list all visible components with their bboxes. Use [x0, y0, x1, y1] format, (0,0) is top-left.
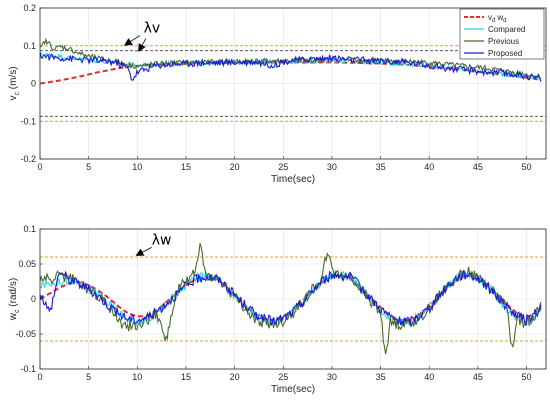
x-tick-label: 40 — [424, 162, 434, 172]
x-tick-label: 30 — [327, 372, 337, 382]
annotation-label: λv — [144, 21, 161, 37]
y-label-unit: (m/s) — [8, 66, 19, 92]
series-line-proposed — [40, 51, 542, 82]
x-tick-label: 15 — [181, 372, 191, 382]
y-tick-label: 0.1 — [23, 41, 36, 51]
y-tick-label: -0.2 — [20, 154, 36, 164]
annotation-label: λw — [152, 232, 172, 248]
x-tick-label: 35 — [376, 162, 386, 172]
x-tick-label: 10 — [132, 162, 142, 172]
y-axis-label: vc (m/s) — [8, 66, 21, 100]
series-group — [40, 37, 542, 85]
y-tick-label: 0.2 — [23, 3, 36, 13]
x-tick-label: 25 — [278, 162, 288, 172]
x-tick-label: 25 — [278, 372, 288, 382]
x-tick-label: 45 — [473, 162, 483, 172]
y-tick-label: 0 — [31, 79, 36, 89]
x-tick-label: 50 — [522, 372, 532, 382]
x-tick-label: 0 — [37, 372, 42, 382]
x-tick-label: 0 — [37, 162, 42, 172]
annotation-arrow — [138, 38, 147, 53]
x-tick-label: 20 — [230, 372, 240, 382]
y-label-subscript: c — [14, 92, 21, 96]
x-tick-label: 20 — [230, 162, 240, 172]
y-label-main: v — [8, 96, 19, 101]
x-axis-label: Time(sec) — [271, 384, 315, 395]
y-tick-label: 0.05 — [18, 259, 36, 269]
legend-w: w — [496, 13, 503, 22]
y-tick-label: 0 — [31, 294, 36, 304]
x-tick-label: 5 — [86, 162, 91, 172]
y-axis-label: wc (rad/s) — [8, 278, 21, 321]
y-label-main: w — [8, 312, 19, 321]
y-tick-label: -0.1 — [20, 116, 36, 126]
y-tick-label: -0.05 — [15, 329, 36, 339]
annotation-arrow — [135, 247, 152, 256]
legend-w-sub: d — [503, 18, 506, 24]
legend-entry: Proposed — [488, 49, 522, 58]
legend-entry: vd wd — [488, 13, 506, 24]
legend-entry: Previous — [488, 37, 519, 46]
x-tick-label: 10 — [132, 372, 142, 382]
x-tick-label: 50 — [522, 162, 532, 172]
legend-entry: Compared — [488, 25, 525, 34]
x-tick-label: 30 — [327, 162, 337, 172]
x-tick-label: 35 — [376, 372, 386, 382]
y-label-unit: (rad/s) — [8, 278, 19, 310]
x-axis-label: Time(sec) — [271, 174, 315, 185]
y-tick-label: -0.1 — [20, 364, 36, 374]
legend-v: v — [488, 13, 492, 22]
axes-box — [39, 7, 547, 160]
legend-v-sub: d — [492, 18, 495, 24]
x-tick-label: 15 — [181, 162, 191, 172]
series-group — [40, 243, 542, 355]
velocity-panel: 0 5 10 15 20 25 30 35 40 45 50 0.2 0.1 0 -0.1 -0.2 Time(… — [8, 3, 547, 185]
angular-velocity-panel: 0 5 10 15 20 25 30 35 40 45 50 0.1 0.05 0 -0.05 -0.1 Tim… — [8, 224, 547, 395]
axes-box — [39, 228, 547, 370]
annotation-arrow — [123, 35, 141, 46]
x-tick-label: 45 — [473, 372, 483, 382]
y-label-subscript: c — [14, 309, 21, 313]
x-tick-label: 40 — [424, 372, 434, 382]
x-tick-label: 5 — [86, 372, 91, 382]
y-tick-label: 0.1 — [23, 224, 36, 234]
series-line-proposed — [40, 269, 542, 326]
